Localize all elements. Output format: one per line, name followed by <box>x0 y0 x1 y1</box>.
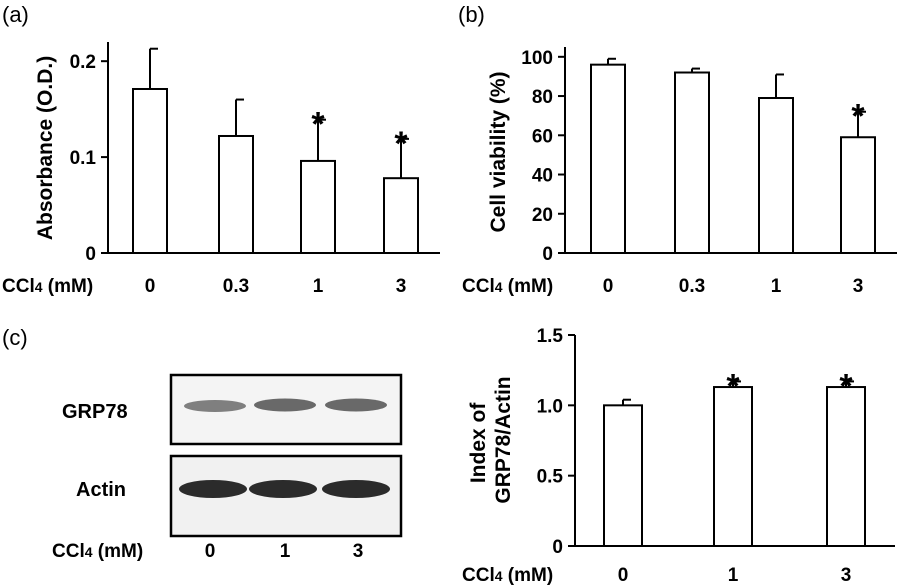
y-axis-title: Absorbance (O.D.) <box>34 56 57 240</box>
bar <box>218 134 254 254</box>
significance-marker: * <box>394 125 408 163</box>
panel-letter-b: (b) <box>458 2 485 27</box>
bar <box>590 63 626 254</box>
x-category-label: 1 <box>771 276 782 297</box>
y-tick-label: 1.5 <box>537 326 564 347</box>
blot-lane-label: 1 <box>280 541 291 562</box>
bar <box>383 177 419 254</box>
bar <box>840 136 876 254</box>
x-category-label: 0.3 <box>679 276 705 297</box>
panel-letter-a: (a) <box>2 2 29 27</box>
y-tick-label: 0.5 <box>537 467 564 488</box>
band-actin-lane-0 <box>179 480 247 498</box>
y-tick-label: 0.2 <box>70 52 96 73</box>
significance-marker: * <box>851 98 865 136</box>
bar <box>603 404 643 548</box>
chart-grp78-index: Index of GRP78/Actin CCl4 (mM) 0 0.5 1.0 1.… <box>462 326 895 586</box>
bar <box>300 159 336 254</box>
significance-marker: * <box>839 367 853 405</box>
y-axis-title: Cell viability (%) <box>487 71 510 232</box>
band-actin-lane-1 <box>249 480 317 498</box>
blot-x-axis-title: CCl4 (mM) <box>52 541 143 562</box>
x-category-label: 0.3 <box>223 276 249 297</box>
bar <box>674 71 710 254</box>
x-category-label: 0 <box>145 276 156 297</box>
blot-lane-label: 3 <box>353 541 364 562</box>
y-tick-label: 20 <box>532 205 553 226</box>
x-axis-title: CCl4 (mM) <box>462 276 553 297</box>
y-tick-label: 80 <box>532 87 553 108</box>
band-label-actin: Actin <box>76 479 126 501</box>
y-tick-label: 100 <box>521 48 553 69</box>
bar <box>758 97 794 254</box>
x-axis-title: CCl4 (mM) <box>2 276 93 297</box>
y-tick-label: 0 <box>552 537 563 558</box>
y-tick-label: 40 <box>532 166 553 187</box>
significance-marker: * <box>726 367 740 405</box>
significance-marker: * <box>311 106 325 144</box>
bar <box>713 386 753 547</box>
x-category-label: 1 <box>313 276 324 297</box>
band-grp78-lane-1 <box>254 398 316 412</box>
x-category-label: 0 <box>618 565 629 586</box>
y-tick-label: 0.1 <box>70 148 97 169</box>
band-grp78-lane-3 <box>325 398 387 412</box>
x-category-label: 0 <box>603 276 614 297</box>
x-category-label: 3 <box>396 276 407 297</box>
band-actin-lane-3 <box>322 480 390 498</box>
blot-lane-label: 0 <box>205 541 216 562</box>
y-tick-label: 0 <box>85 244 96 265</box>
x-category-label: 3 <box>841 565 852 586</box>
chart-absorbance: Absorbance (O.D.) CCl4 (mM) 0 0.1 0.2 0 0.3… <box>2 42 440 297</box>
bar <box>132 87 168 254</box>
chart-cell-viability: Cell viability (%) CCl4 (mM) 02040608010… <box>462 47 897 297</box>
y-axis-title: Index of GRP78/Actin <box>467 376 515 503</box>
y-tick-label: 0 <box>542 244 553 265</box>
bar <box>826 386 866 547</box>
band-label-grp78: GRP78 <box>62 401 128 423</box>
x-category-label: 3 <box>853 276 864 297</box>
x-category-label: 1 <box>728 565 739 586</box>
y-tick-label: 1.0 <box>537 396 563 417</box>
panel-letter-c: (c) <box>2 325 28 350</box>
western-blot: GRP78 Actin CCl4 (mM) 0 1 3 <box>52 373 403 562</box>
x-axis-title: CCl4 (mM) <box>462 565 553 586</box>
band-grp78-lane-0 <box>184 400 246 412</box>
y-tick-label: 60 <box>532 126 553 147</box>
